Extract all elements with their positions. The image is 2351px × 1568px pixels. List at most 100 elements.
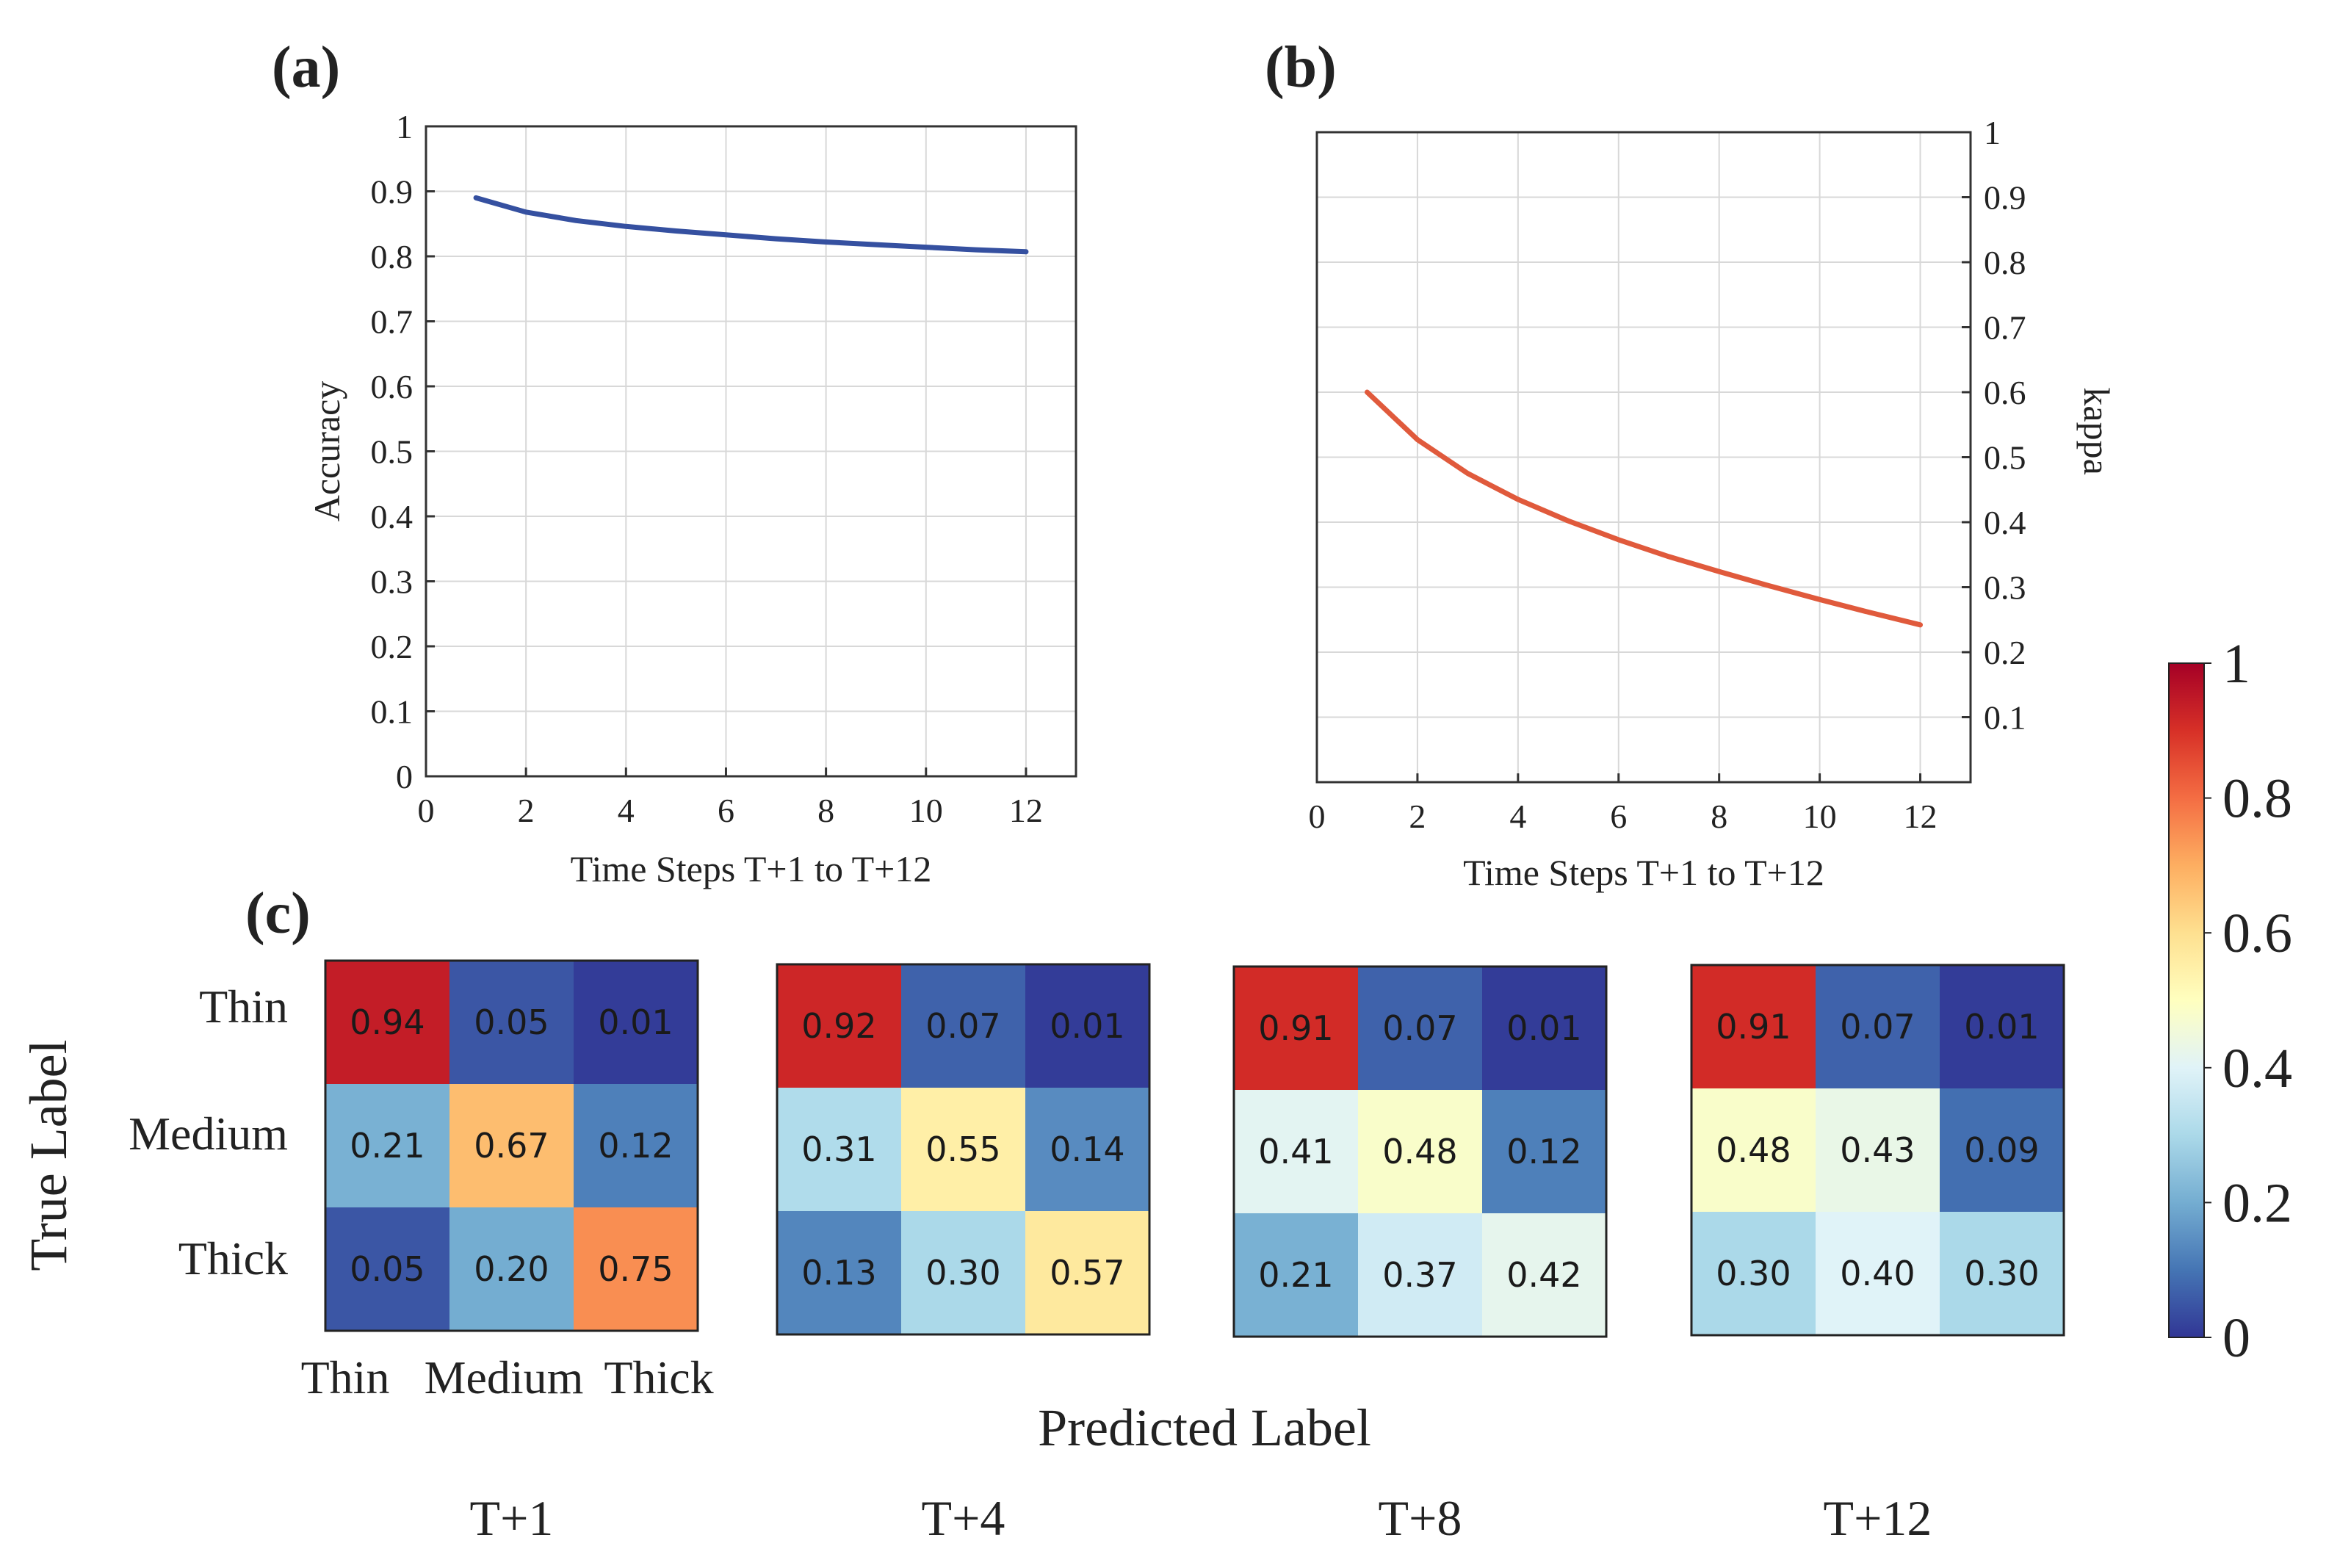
data-point [923, 245, 928, 250]
heatmap-cell [1482, 1090, 1606, 1213]
heatmap-cell-value: 0.20 [474, 1249, 549, 1289]
y-tick-label: 1 [1984, 114, 2001, 151]
heatmap-cell-value: 0.01 [598, 1002, 673, 1042]
data-point [1515, 497, 1520, 502]
heatmap-cell [1940, 1088, 2064, 1212]
y-tick-label: 0.5 [1984, 439, 2026, 477]
data-point [1616, 537, 1621, 542]
heatmap-cell [777, 1211, 901, 1334]
x-tick-label: 2 [518, 792, 535, 829]
y-tick-label: 0.8 [371, 238, 413, 275]
heatmap-cell-value: 0.92 [801, 1006, 876, 1046]
matrix-title: T+1 [470, 1490, 554, 1546]
heatmap-cell-value: 0.37 [1382, 1255, 1457, 1295]
y-tick-label: 0.8 [1984, 244, 2026, 281]
matrix-frame [1232, 965, 1608, 1338]
heatmap-cell [901, 1211, 1025, 1334]
y-tick-label: 0.1 [371, 693, 413, 731]
heatmap-cell-value: 0.05 [474, 1002, 549, 1042]
series-line-kappa [1364, 389, 1924, 628]
y-axis-label: True Label [19, 1039, 78, 1271]
heatmap-cell [1025, 1088, 1149, 1211]
heatmap-cell [901, 964, 1025, 1088]
data-point [673, 228, 679, 234]
data-point [1817, 597, 1822, 602]
heatmap-cell [1691, 1088, 1816, 1212]
heatmap-cell-value: 0.55 [925, 1130, 1000, 1169]
data-point [723, 232, 729, 237]
heatmap-cell [574, 1084, 698, 1207]
x-tick-label: 12 [1904, 798, 1938, 835]
data-point [973, 248, 978, 253]
x-axis-label: Time Steps T+1 to T+12 [571, 848, 932, 889]
col-label: Medium [425, 1351, 584, 1403]
matrix-frame [324, 959, 699, 1332]
heatmap-cell [449, 1207, 574, 1331]
x-tick-label: 4 [1509, 798, 1526, 835]
heatmap-cell-value: 0.67 [474, 1126, 549, 1166]
heatmap-cell-value: 0.43 [1840, 1130, 1915, 1170]
x-axis-label: Time Steps T+1 to T+12 [1463, 852, 1824, 893]
y-tick-label: 0.9 [371, 173, 413, 211]
heatmap-cell-value: 0.48 [1382, 1132, 1457, 1171]
series-line-accuracy [473, 195, 1029, 255]
data-point [524, 209, 529, 214]
data-point [574, 218, 579, 223]
data-point [1716, 569, 1722, 574]
y-tick-label: 0.9 [1984, 179, 2026, 217]
heatmap-cell-value: 0.48 [1716, 1130, 1791, 1170]
heatmap-cell-value: 0.07 [1382, 1008, 1457, 1048]
heatmap-cell [1234, 967, 1358, 1090]
y-tick-label: 0.2 [371, 628, 413, 665]
heatmap-cell-value: 0.09 [1964, 1130, 2039, 1170]
heatmap-cell [574, 961, 698, 1084]
y-tick-label: 0.4 [371, 498, 413, 535]
y-tick-label: 0.4 [1984, 504, 2026, 541]
colorbar-tick-label: 0.2 [2222, 1172, 2292, 1234]
heatmap-cell [777, 1088, 901, 1211]
data-point [1023, 249, 1028, 254]
colorbar-tick-label: 0.8 [2222, 768, 2292, 830]
heatmap-cell-value: 0.40 [1840, 1254, 1915, 1293]
matrix-title: T+8 [1379, 1490, 1462, 1546]
y-tick-label: 0.6 [1984, 374, 2026, 411]
x-tick-label: 0 [418, 792, 435, 829]
x-tick-label: 12 [1009, 792, 1043, 829]
heatmap-cell-value: 0.31 [801, 1130, 876, 1169]
heatmap-cell [777, 964, 901, 1088]
heatmap-cell-value: 0.13 [801, 1253, 876, 1293]
heatmap-cell-value: 0.30 [1716, 1254, 1791, 1293]
y-tick-label: 0.3 [1984, 569, 2026, 607]
col-label: Thick [604, 1351, 713, 1403]
panel-label: (b) [1265, 35, 1337, 100]
y-tick-label: 0 [396, 758, 413, 795]
data-point [1868, 610, 1873, 615]
heatmap-cell-value: 0.21 [1258, 1255, 1333, 1295]
heatmap-cell-value: 0.91 [1716, 1007, 1791, 1047]
data-point [873, 242, 878, 248]
x-tick-label: 0 [1309, 798, 1326, 835]
heatmap-cell [1691, 1212, 1816, 1335]
heatmap-cell [1816, 1088, 1940, 1212]
data-point [1365, 390, 1370, 394]
panel-c: 0.94 0.05 0.010.21 0.67 0.120.05 0.20 0.75T+10… [19, 633, 2292, 1546]
heatmap-cell [901, 1088, 1025, 1211]
data-point [823, 239, 828, 245]
panel-label: (c) [245, 881, 311, 946]
y-tick-label: 0.2 [1984, 634, 2026, 671]
matrix-frame [776, 963, 1151, 1336]
heatmap-cell [1691, 965, 1816, 1088]
heatmap-cell-value: 0.07 [1840, 1007, 1915, 1047]
heatmap-cell-value: 0.12 [598, 1126, 673, 1166]
row-label: Medium [129, 1108, 288, 1160]
panel-b: 0 2 4 6 8 10 12 0.1 0.2 0.3 0.4 0.5 0.6 0.7 0.8 0.9 1 Tim… [1265, 35, 2117, 893]
heatmap-cell [1025, 964, 1149, 1088]
x-tick-label: 2 [1409, 798, 1426, 835]
heatmap-cell [449, 961, 574, 1084]
heatmap-cell-value: 0.91 [1258, 1008, 1333, 1048]
data-point [624, 224, 629, 229]
heatmap-cell-value: 0.57 [1050, 1253, 1124, 1293]
y-axis-label: Accuracy [306, 381, 347, 522]
heatmap-cell [1234, 1213, 1358, 1337]
